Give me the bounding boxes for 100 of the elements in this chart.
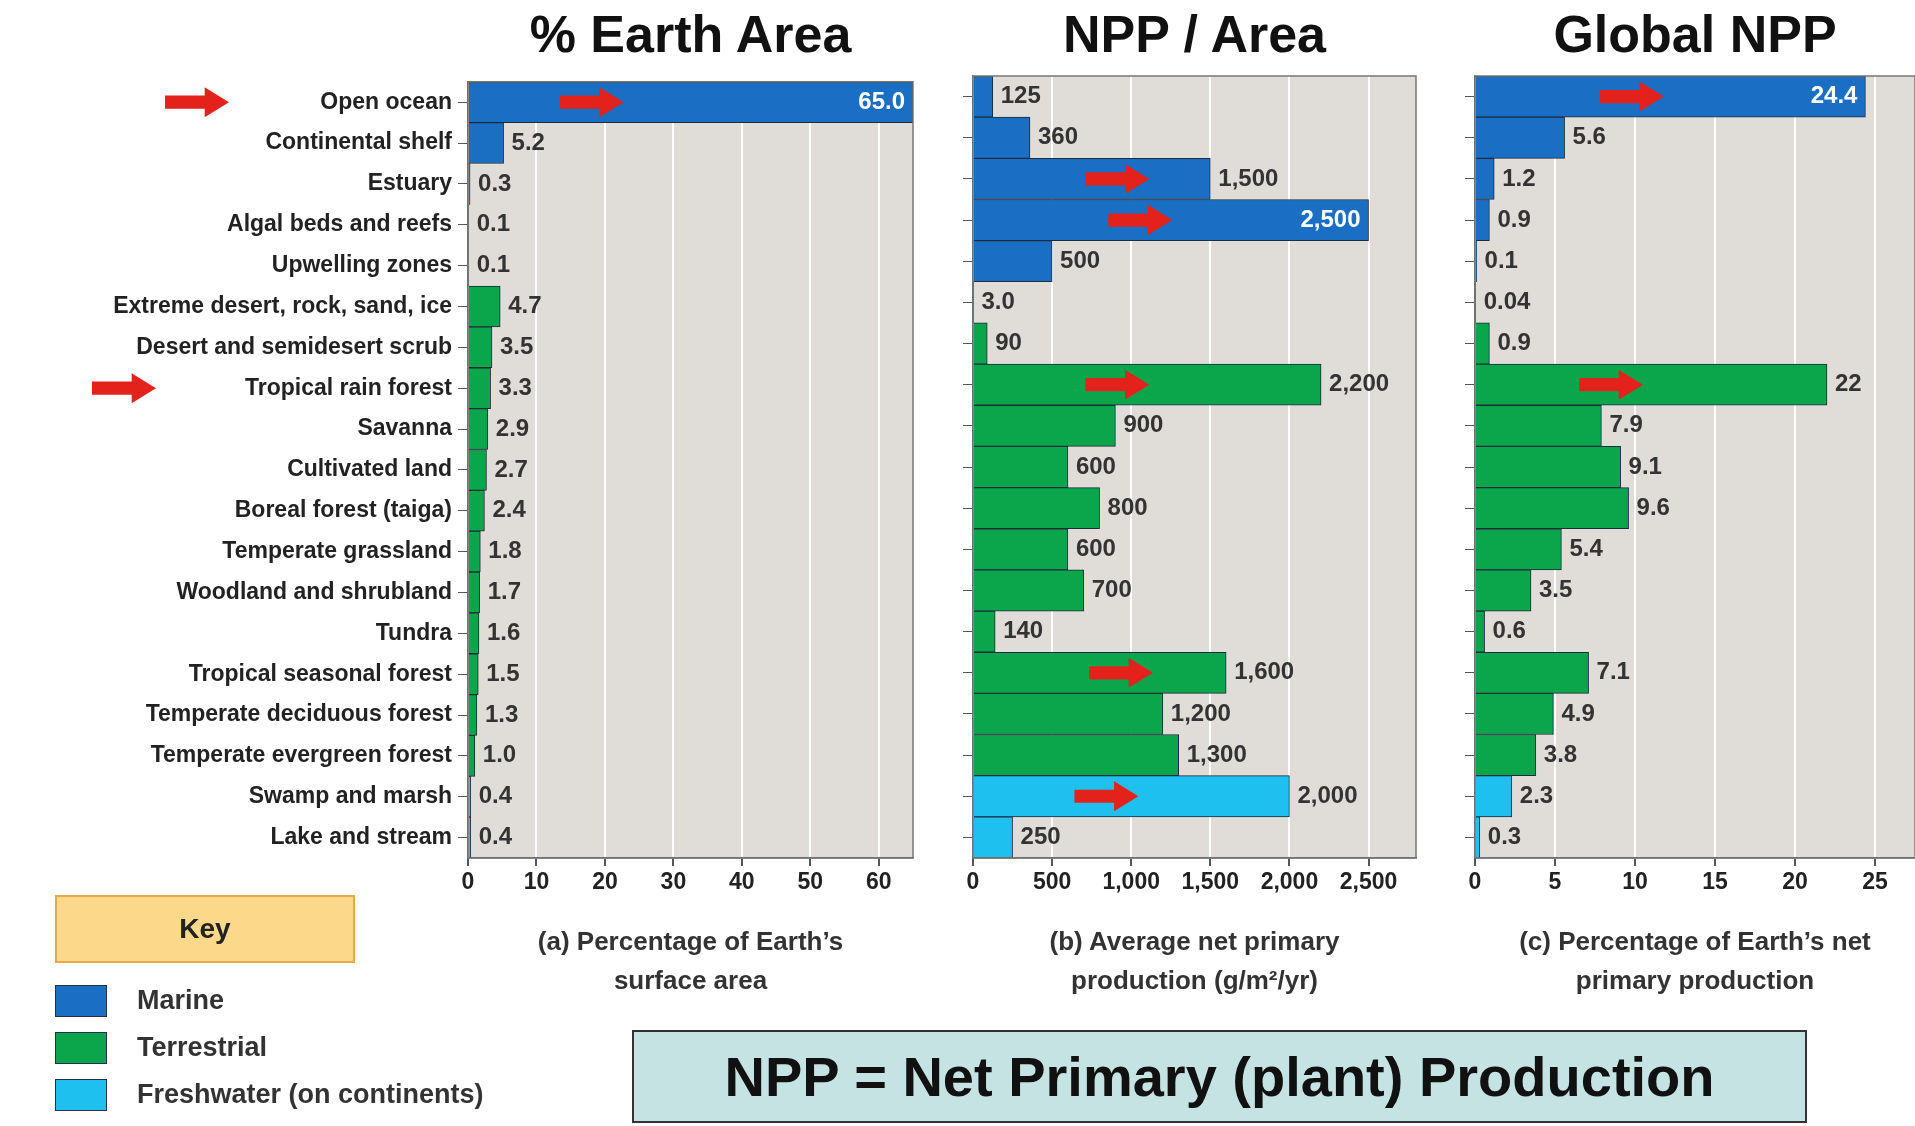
chart-title: % Earth Area [528,4,853,64]
data-label: 3.3 [498,372,532,400]
y-tick-label: Lake and stream [270,822,452,849]
y-tick-label: Boreal forest (taiga) [234,496,452,523]
y-tick-label: Tropical rain forest [244,373,453,400]
data-label: 800 [1107,492,1148,520]
data-label: 2.9 [495,413,530,441]
data-label: 900 [1123,410,1164,438]
data-label: 4.9 [1561,698,1595,726]
data-label: 1.3 [484,699,519,727]
x-tick-label: 40 [729,868,755,895]
data-label: 0.1 [1484,245,1518,273]
data-label: 140 [1003,616,1044,644]
data-label: 1.2 [1502,163,1536,191]
data-label: 0.1 [476,209,511,237]
data-label: 360 [1037,122,1078,150]
legend-label: Marine [137,985,225,1016]
data-label: 2.4 [492,495,527,523]
data-label: 1.7 [487,577,522,605]
y-tick-label: Temperate deciduous forest [145,700,453,727]
x-tick-label: 20 [1782,868,1808,895]
data-label: 3.5 [1539,575,1573,603]
data-label: 125 [1000,81,1041,109]
data-label: 600 [1075,533,1116,561]
x-tick-label: 0 [1468,868,1482,895]
y-tick-label: Extreme desert, rock, sand, ice [113,291,452,318]
x-axis-title: (b) Average net primary production (g/m²/yr) [1048,925,1341,997]
x-tick-label: 500 [1032,868,1072,895]
x-tick-label: 0 [966,868,980,895]
data-label: 0.3 [1487,822,1522,850]
data-label: 700 [1091,575,1132,603]
data-label: 1.6 [486,617,521,645]
data-label: 5.4 [1569,533,1604,561]
y-tick-label: Desert and semidesert scrub [136,332,452,359]
y-tick-label: Open ocean [320,87,452,114]
data-label: 2,500 [1300,204,1361,232]
x-tick-label: 2,500 [1339,868,1398,895]
data-label: 500 [1060,245,1101,273]
y-tick-label: Upwelling zones [271,250,452,277]
y-tick-label: Savanna [357,414,453,441]
data-label: 2,200 [1329,369,1390,397]
y-tick-label: Temperate evergreen forest [150,741,453,768]
data-label: 0.4 [478,781,513,809]
data-label: 2.3 [1519,780,1554,808]
data-label: 0.9 [1497,204,1531,232]
x-tick-label: 30 [660,868,687,895]
data-label: 90 [995,328,1022,356]
y-tick-label: Tropical seasonal forest [188,659,453,686]
legend-title: Key [55,895,355,963]
data-label: 7.1 [1596,657,1630,685]
x-tick-label: 10 [1622,868,1648,895]
y-tick-label: Continental shelf [265,128,453,155]
data-label: 9.1 [1628,451,1662,479]
data-label: 1,200 [1170,698,1231,726]
y-tick-label: Cultivated land [287,455,452,482]
data-label: 3.5 [499,331,534,359]
data-label: 1.5 [486,658,520,686]
x-axis-title: (a) Percentage of Earth’s surface area [536,925,845,997]
data-label: 65.0 [858,86,905,114]
x-tick-label: 60 [865,868,892,895]
data-label: 3.8 [1543,739,1578,767]
y-tick-label: Temperate grassland [222,536,452,563]
data-label: 4.7 [508,291,542,319]
data-label: 2.7 [494,454,528,482]
x-tick-label: 50 [797,868,824,895]
x-tick-label: 1,500 [1181,868,1240,895]
data-label: 0.4 [478,822,513,850]
data-label: 5.2 [511,127,545,155]
data-label: 0.1 [476,250,511,278]
x-tick-label: 1,000 [1102,868,1160,895]
legend-label: Terrestrial [137,1032,268,1063]
data-label: 5.6 [1572,122,1606,150]
x-tick-label: 15 [1702,868,1728,895]
chart-title: NPP / Area [1062,4,1328,64]
data-label: 24.4 [1810,81,1859,109]
data-label: 7.9 [1609,410,1643,438]
data-label: 0.04 [1483,286,1531,314]
x-tick-label: 0 [461,868,475,895]
data-label: 0.6 [1492,616,1526,644]
x-tick-label: 5 [1548,868,1562,895]
data-label: 9.6 [1636,492,1670,520]
y-tick-label: Algal beds and reefs [227,210,452,237]
y-tick-label: Woodland and shrubland [176,577,452,604]
data-label: 250 [1020,822,1061,850]
x-tick-label: 25 [1862,868,1888,895]
data-label: 1,600 [1234,657,1295,685]
text: NPP = Net Primary (plant) Production [632,1030,1807,1123]
data-label: 0.9 [1497,328,1531,356]
data-label: 1.8 [488,536,522,564]
chart-title: Global NPP [1552,4,1838,64]
x-tick-label: 2,000 [1260,868,1319,895]
x-tick-label: 20 [592,868,618,895]
data-label: 0.3 [478,168,512,196]
y-tick-label: Estuary [367,169,453,196]
x-tick-label: 10 [523,868,550,895]
y-tick-label: Tundra [375,618,453,645]
data-label: 22 [1835,369,1862,397]
data-label: 1.0 [482,740,517,768]
x-axis-title: (c) Percentage of Earth’s net primary production [1518,925,1872,997]
legend-label: Freshwater (on continents) [137,1079,484,1110]
